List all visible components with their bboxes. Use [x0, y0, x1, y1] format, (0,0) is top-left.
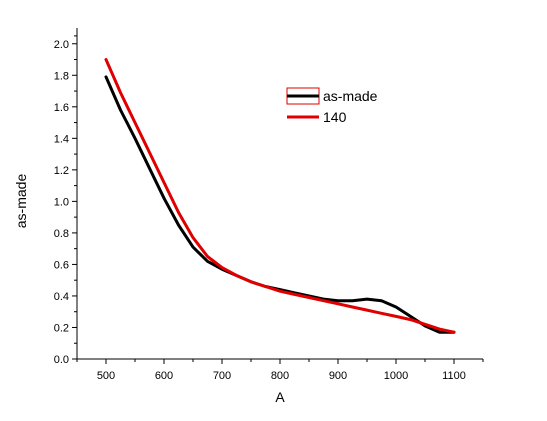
y-axis-ticks: 0.0 0.2 0.4 0.6 0.8 1.0 1.2 1.4 1.6 1.8 2.0	[54, 35, 77, 366]
y-tick-label-9: 1.8	[54, 70, 69, 82]
x-tick-label-1100: 1100	[442, 370, 466, 382]
x-tick-label-600: 600	[155, 370, 173, 382]
series-line-140	[104, 58, 456, 334]
legend: as-made 140	[286, 87, 378, 125]
y-tick-label-0: 0.0	[54, 354, 69, 366]
x-axis-title: A	[275, 389, 285, 405]
y-tick-label-6: 1.2	[54, 165, 69, 177]
y-tick-label-5: 1.0	[54, 196, 69, 208]
y-tick-label-8: 1.6	[54, 102, 69, 114]
legend-label-as-made: as-made	[323, 88, 378, 104]
x-axis-ticks: 500 600 700 800 900 1000 1100	[76, 359, 484, 382]
x-tick-label-1000: 1000	[384, 370, 408, 382]
y-tick-label-3: 0.6	[54, 259, 69, 271]
series-line-as-made	[104, 75, 456, 334]
x-tick-label-900: 900	[329, 370, 347, 382]
legend-label-140: 140	[323, 109, 347, 125]
x-tick-label-800: 800	[271, 370, 289, 382]
y-axis-title: as-made	[13, 174, 29, 229]
y-tick-label-1: 0.2	[54, 322, 69, 334]
y-tick-label-4: 0.8	[54, 228, 69, 240]
y-tick-label-10: 2.0	[54, 39, 69, 51]
y-tick-label-7: 1.4	[54, 133, 69, 145]
x-tick-label-700: 700	[213, 370, 231, 382]
series-layer	[104, 58, 456, 334]
x-tick-label-500: 500	[97, 370, 115, 382]
y-tick-label-2: 0.4	[54, 291, 69, 303]
